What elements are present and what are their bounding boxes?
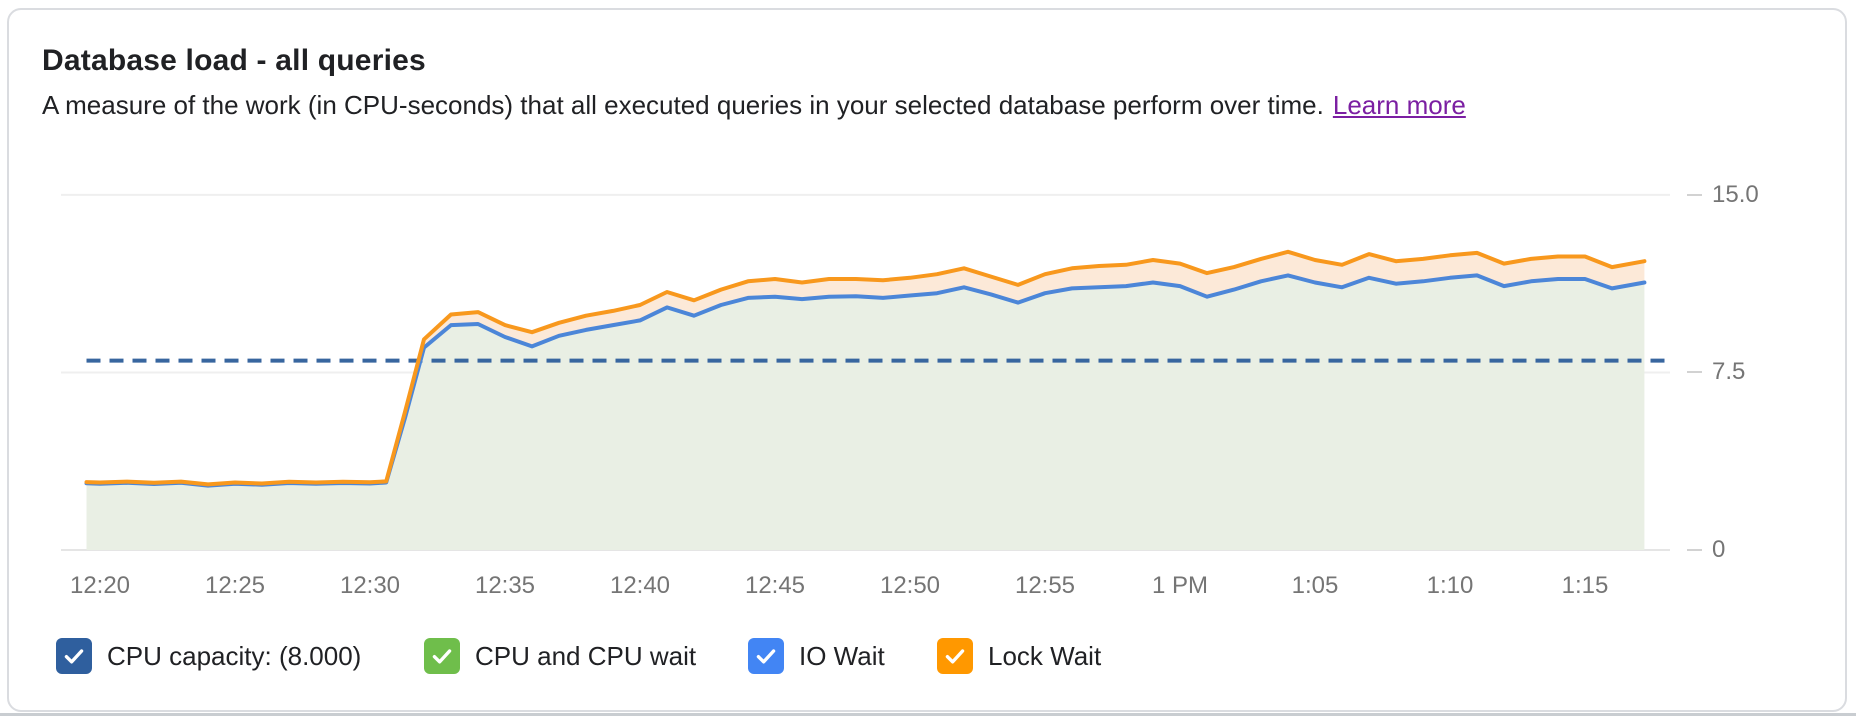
- y-axis-label: 7.5: [1712, 358, 1746, 386]
- io-wait-checkbox-icon[interactable]: [748, 638, 784, 674]
- y-axis-tick: [1687, 371, 1702, 374]
- x-axis-label: 12:25: [204, 572, 266, 599]
- lock-wait-checkbox-icon[interactable]: [937, 638, 973, 674]
- x-axis-label: 12:35: [474, 572, 536, 599]
- legend-item-lock-wait[interactable]: Lock Wait: [937, 638, 1101, 674]
- legend-label: CPU capacity: (8.000): [107, 640, 362, 671]
- legend-label: CPU and CPU wait: [475, 640, 697, 671]
- x-axis-label: 1:15: [1561, 572, 1609, 599]
- x-axis-label: 1:10: [1426, 572, 1474, 599]
- y-axis-tick: [1687, 549, 1702, 551]
- x-axis-label: 12:40: [609, 572, 671, 599]
- cpu-wait-checkbox-icon[interactable]: [424, 638, 460, 674]
- lock-wait-line: [84, 249, 1647, 487]
- chart-description-text: A measure of the work (in CPU-seconds) t…: [42, 90, 1324, 120]
- y-axis-tick: [1687, 193, 1702, 196]
- legend-item-io-wait[interactable]: IO Wait: [748, 638, 885, 674]
- page-divider: [0, 713, 1856, 716]
- cpu-and-cpu-wait-area: [86, 275, 1645, 550]
- legend-label: IO Wait: [799, 640, 885, 671]
- lock-wait-area: [86, 251, 1645, 486]
- x-axis-label: 12:30: [339, 572, 401, 599]
- chart-description: A measure of the work (in CPU-seconds) t…: [42, 90, 1466, 121]
- y-axis-label: 15.0: [1712, 180, 1759, 208]
- legend-label: Lock Wait: [988, 640, 1102, 671]
- y-axis-label: 0: [1712, 536, 1726, 563]
- x-axis-label: 12:20: [69, 572, 131, 599]
- x-axis-label: 12:50: [879, 572, 941, 599]
- learn-more-link[interactable]: Learn more: [1332, 90, 1466, 120]
- x-axis-label: 12:45: [744, 572, 806, 599]
- x-axis-label: 1:05: [1291, 572, 1339, 599]
- legend-item-cpu-and-cpu-wait[interactable]: CPU and CPU wait: [424, 638, 696, 674]
- x-axis-label: 12:55: [1014, 572, 1076, 599]
- cpu-capacity-checkbox-icon[interactable]: [56, 638, 92, 674]
- chart-title: Database load - all queries: [42, 44, 426, 77]
- x-axis-label: 1 PM: [1151, 572, 1208, 599]
- legend-item-cpu-capacity[interactable]: CPU capacity: (8.000): [56, 638, 361, 674]
